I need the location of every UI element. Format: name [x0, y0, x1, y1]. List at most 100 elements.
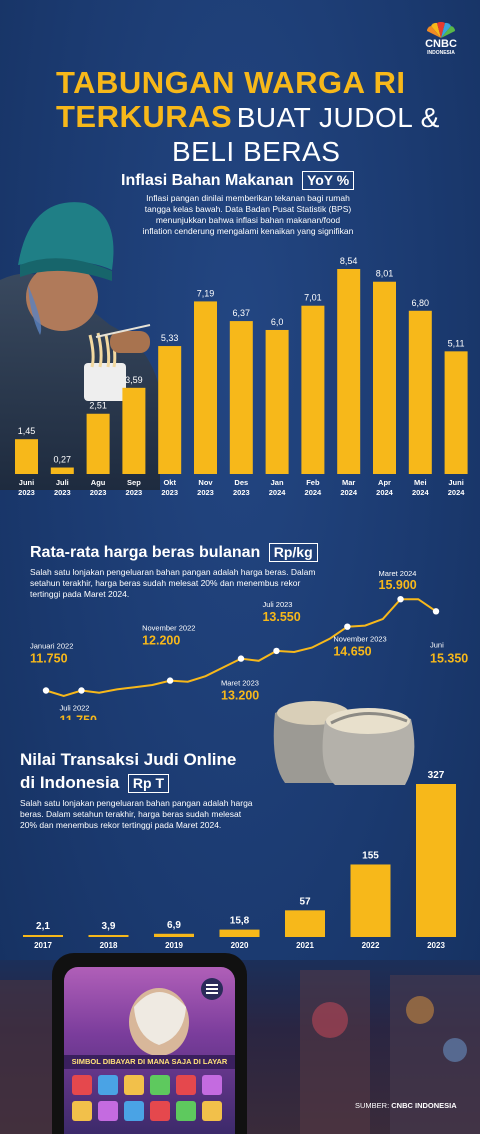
inflation-bar: [373, 281, 396, 474]
inflation-value-label: 0,27: [54, 455, 72, 465]
rice-price-point: [166, 677, 174, 684]
rice-point-value-label: 15.350: [430, 651, 468, 665]
inflation-value-label: 5,11: [448, 338, 465, 348]
cnbc-logo: CNBC INDONESIA: [418, 22, 464, 56]
inflation-bar: [301, 305, 325, 474]
inflation-bar: [229, 321, 253, 474]
gambling-bar: [23, 935, 63, 937]
inflation-year-label: 2024: [412, 488, 430, 497]
inflation-value-label: 5,33: [161, 333, 179, 343]
inflation-value-label: 3,59: [125, 375, 143, 385]
gambling-bar: [219, 929, 260, 937]
inflation-month-label: Mei: [414, 478, 427, 487]
rice-unit-badge: Rp/kg: [268, 543, 318, 562]
inflation-year-label: 2024: [340, 488, 358, 497]
gambling-value-label: 15,8: [230, 916, 250, 927]
gambling-bar: [416, 784, 456, 937]
gambling-bar: [285, 910, 325, 937]
headline-line-2-bold: TERKURAS: [56, 99, 233, 134]
inflation-month-label: Apr: [378, 478, 391, 487]
inflation-title-text: Inflasi Bahan Makanan: [121, 172, 294, 189]
inflation-month-label: Mar: [342, 478, 355, 487]
phone-game-banner: SIMBOL DIBAYAR DI MANA SAJA DI LAYAR: [71, 1057, 228, 1066]
gambling-description: Salah satu lonjakan pengeluaran bahan pa…: [20, 798, 280, 831]
rice-price-point: [42, 687, 50, 694]
inflation-value-label: 2,51: [89, 401, 107, 411]
inflation-month-label: Juli: [56, 478, 69, 487]
source-label: SUMBER:: [355, 1101, 390, 1110]
inflation-year-label: 2024: [305, 488, 323, 497]
inflation-year-label: 2023: [90, 488, 107, 497]
headline-line-2-rest: BUAT JUDOL &: [236, 102, 440, 133]
rice-price-point: [237, 655, 245, 662]
rice-price-point: [397, 596, 404, 603]
inflation-bar: [337, 269, 361, 474]
rice-sacks-illustration: [273, 701, 415, 785]
gambling-year-label: 2018: [100, 941, 118, 950]
source-name: CNBC INDONESIA: [391, 1101, 457, 1110]
inflation-value-label: 6,80: [412, 298, 430, 308]
rice-point-date-label: Januari 2022: [30, 642, 73, 651]
brand-sub: INDONESIA: [427, 50, 455, 56]
rice-point-date-label: Juli 2023: [262, 600, 292, 609]
inflation-desc-line: Inflasi pangan dinilai memberikan tekana…: [146, 193, 350, 203]
inflation-value-label: 8,01: [376, 269, 394, 279]
inflation-month-label: Agu: [91, 478, 106, 487]
rice-point-value-label: 14.650: [333, 645, 371, 659]
inflation-month-label: Jan: [271, 478, 284, 487]
gambling-title-line-1: Nilai Transaksi Judi Online: [20, 750, 237, 769]
headline: TABUNGAN WARGA RI TERKURAS BUAT JUDOL & …: [56, 66, 466, 169]
inflation-title: Inflasi Bahan Makanan YoY %: [121, 171, 355, 190]
peacock-icon: [426, 22, 456, 38]
inflation-year-label: 2023: [197, 488, 214, 497]
inflation-year-label: 2023: [54, 488, 71, 497]
rice-desc-line: setahun terakhir, harga beras sudah mele…: [30, 578, 301, 588]
brand-name: CNBC: [425, 38, 457, 50]
gambling-desc-line: beras. Dalam setahun terakhir, harga ber…: [20, 809, 242, 819]
rice-point-value-label: 11.750: [59, 714, 97, 721]
inflation-bar: [444, 351, 468, 474]
inflation-value-label: 7,01: [304, 293, 322, 303]
inflation-value-label: 6,0: [271, 317, 284, 327]
inflation-value-label: 6,37: [233, 308, 251, 318]
gambling-desc-line: Salah satu lonjakan pengeluaran bahan pa…: [20, 798, 253, 808]
inflation-bar: [122, 387, 146, 474]
inflation-month-label: Okt: [163, 478, 176, 487]
inflation-year-label: 2024: [376, 488, 394, 497]
gambling-value-label: 2,1: [36, 921, 50, 932]
rice-point-date-label: November 2022: [142, 624, 195, 633]
rice-title: Rata-rata harga beras bulanan Rp/kg: [30, 543, 318, 562]
rice-point-date-label: Juni: [430, 640, 444, 649]
rice-desc-line: tertinggi pada Maret 2024.: [30, 589, 130, 599]
gambling-title: Nilai Transaksi Judi Online di Indonesia…: [20, 748, 236, 794]
rice-price-point: [344, 623, 351, 630]
gambling-desc-line: 20% dan menembus rekor tertinggi pada Ma…: [20, 820, 222, 830]
inflation-bar: [158, 346, 182, 474]
gambling-bar: [88, 935, 129, 937]
gambling-value-label: 3,9: [102, 921, 116, 932]
gambling-value-label: 6,9: [167, 920, 181, 931]
inflation-month-label: Juni: [19, 478, 34, 487]
inflation-bar: [194, 301, 217, 474]
gambling-bar: [350, 864, 391, 937]
rice-price-point: [78, 687, 85, 694]
inflation-unit-badge: YoY %: [301, 171, 355, 190]
inflation-desc-line: inflation cenderung mengalami kenaikan y…: [142, 226, 354, 236]
rice-point-value-label: 13.200: [221, 689, 259, 703]
gambling-value-label: 327: [428, 770, 445, 781]
rice-point-value-label: 12.200: [142, 634, 180, 648]
inflation-month-label: Sep: [127, 478, 141, 487]
inflation-month-label: Des: [234, 478, 248, 487]
phone-screen: SIMBOL DIBAYAR DI MANA SAJA DI LAYAR: [64, 967, 235, 1134]
inflation-month-label: Feb: [306, 478, 320, 487]
inflation-desc-line: tangga kelas bawah. Data Badan Pusat Sta…: [144, 204, 352, 214]
gambling-bar: [154, 933, 194, 937]
rice-description: Salah satu lonjakan pengeluaran bahan pa…: [30, 567, 330, 600]
rice-point-value-label: 11.750: [30, 652, 68, 666]
inflation-value-label: 7,19: [197, 288, 215, 298]
inflation-bar: [50, 467, 74, 474]
inflation-bar: [86, 413, 110, 474]
inflation-desc-line: menunjukkan bahwa inflasi bahan makanan/…: [155, 215, 341, 225]
online-gambling-bar-chart: 2,1 2017 3,9 2018 6,9 2019 15,8 2020 57 2021 155 20…: [23, 770, 456, 950]
